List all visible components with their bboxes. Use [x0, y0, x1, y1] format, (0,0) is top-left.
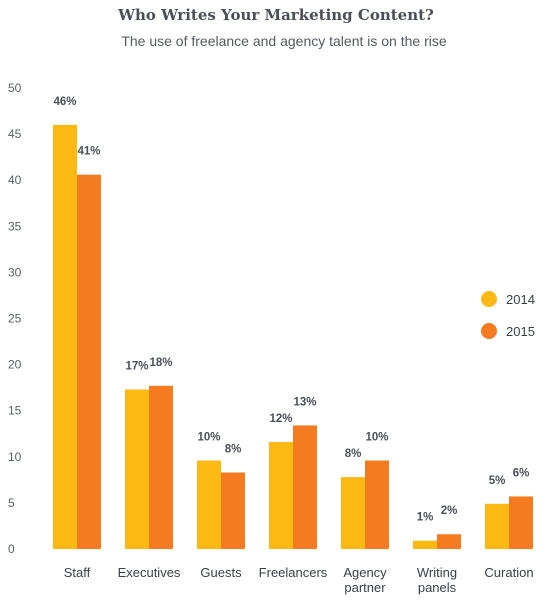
bar-2014-3: [269, 442, 293, 549]
data-label: 8%: [225, 443, 242, 455]
data-label: 41%: [77, 146, 100, 158]
bar-2015-6: [509, 496, 533, 549]
data-label: 12%: [269, 413, 292, 425]
x-tick-label: panels: [418, 580, 457, 595]
data-label: 1%: [417, 512, 434, 524]
bar-2015-1: [149, 385, 173, 549]
x-tick-label: Guests: [200, 565, 242, 580]
data-label: 8%: [345, 448, 362, 460]
bar-2015-2: [221, 472, 245, 549]
x-tick-label: Staff: [64, 565, 91, 580]
legend: 2014 2015: [481, 291, 535, 339]
x-axis: Staff Executives Guests Freelancers Agencypa…: [64, 565, 534, 595]
x-tick-label: Freelancers: [259, 565, 328, 580]
bar-2014-4: [341, 477, 365, 549]
y-tick-label: 15: [8, 404, 22, 418]
data-labels-group: 46%41%17% 18%10%8%12%13%8%10%1%2%5%6%: [53, 96, 529, 524]
data-label: 17%: [125, 360, 148, 372]
bar-2015-0: [77, 174, 101, 549]
bars-group: [53, 124, 533, 549]
data-label: 10%: [197, 431, 220, 443]
legend-label: 2014: [506, 292, 535, 307]
bar-2014-5: [413, 540, 437, 549]
y-tick-label: 45: [8, 127, 22, 141]
data-label: 46%: [53, 96, 76, 108]
data-label: 2%: [441, 505, 458, 517]
x-tick-label: Agency: [343, 565, 387, 580]
data-label: 5%: [489, 475, 506, 487]
y-tick-label: 5: [8, 496, 15, 510]
x-tick-label: Executives: [118, 565, 181, 580]
y-tick-label: 10: [8, 450, 22, 464]
y-tick-label: 35: [8, 219, 22, 233]
bar-2014-2: [197, 460, 221, 549]
y-tick-label: 40: [8, 173, 22, 187]
bar-2015-4: [365, 460, 389, 549]
legend-swatch-2015: [481, 323, 497, 339]
bar-2015-3: [293, 425, 317, 549]
legend-label: 2015: [506, 324, 535, 339]
y-tick-label: 30: [8, 265, 22, 279]
bar-2015-5: [437, 534, 461, 549]
x-tick-label: partner: [344, 580, 386, 595]
y-tick-label: 25: [8, 312, 22, 326]
bar-2014-1: [125, 389, 149, 549]
x-tick-label: Curation: [484, 565, 533, 580]
chart-subtitle: The use of freelance and agency talent i…: [121, 33, 447, 49]
y-tick-label: 0: [8, 542, 15, 556]
data-label: 18%: [149, 357, 172, 369]
y-tick-label: 50: [8, 81, 22, 95]
bar-2014-0: [53, 124, 77, 549]
y-axis: 0 5 10 15 20 25 30 35 40 45 50: [8, 81, 22, 556]
data-label: 10%: [365, 431, 388, 443]
x-tick-label: Writing: [417, 565, 457, 580]
data-label: 13%: [293, 396, 316, 408]
y-tick-label: 20: [8, 358, 22, 372]
chart-title: Who Writes Your Marketing Content?: [117, 6, 434, 24]
bar-2014-6: [485, 503, 509, 549]
legend-swatch-2014: [481, 291, 497, 307]
data-label: 6%: [513, 467, 530, 479]
